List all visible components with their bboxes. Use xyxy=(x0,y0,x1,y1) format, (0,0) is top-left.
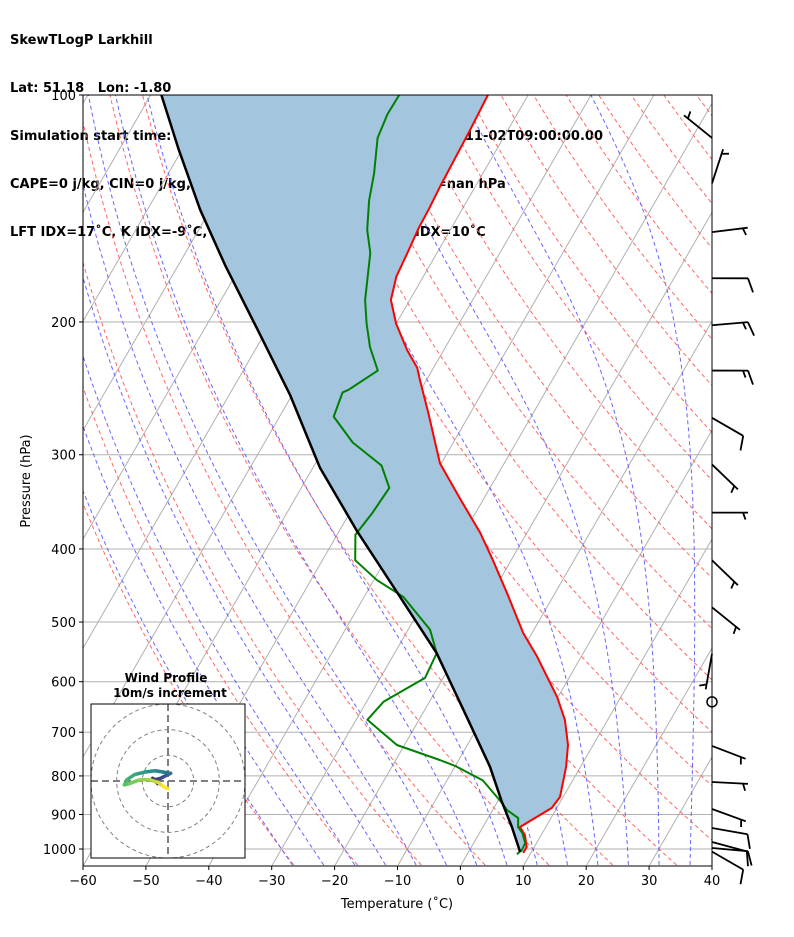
x-tick-label: −10 xyxy=(384,874,411,889)
y-tick-label: 200 xyxy=(51,316,76,331)
wind-barb xyxy=(711,847,753,866)
y-tick-label: 400 xyxy=(51,543,76,558)
parcel-profile-line xyxy=(160,95,522,853)
y-tick-label: 300 xyxy=(51,449,76,464)
wind-barbs xyxy=(683,111,755,885)
moist-adiabat-line xyxy=(83,275,386,866)
dry-adiabat-line xyxy=(83,119,486,866)
x-tick-label: 20 xyxy=(578,874,595,889)
wind-barb xyxy=(711,781,749,792)
isotherm-line xyxy=(713,95,794,865)
isotherm-line xyxy=(83,95,215,323)
wind-barb xyxy=(711,850,745,885)
moist-adiabat-line xyxy=(83,354,356,866)
isotherm-line xyxy=(83,95,89,105)
dry-adiabat-line xyxy=(630,95,712,205)
hodograph-segment xyxy=(132,770,147,777)
x-tick-label: 30 xyxy=(641,874,658,889)
axis-ticks: −60 −50 −40 −30 −20 −10 0 10 20 30 40 100 200 300 400 5… xyxy=(43,89,720,889)
hodograph-segment xyxy=(161,784,170,791)
hodograph-title: Wind Profile xyxy=(125,671,208,685)
dry-adiabat-line xyxy=(272,95,712,733)
moist-adiabat-line xyxy=(87,95,447,866)
y-tick-label: 900 xyxy=(51,808,76,823)
cin-shaded-area xyxy=(161,95,568,853)
y-tick-label: 800 xyxy=(51,770,76,785)
x-tick-label: 10 xyxy=(515,874,532,889)
shaded-region xyxy=(161,95,568,853)
calm-wind-marker xyxy=(706,696,718,708)
moist-adiabat-line xyxy=(146,95,508,866)
dry-adiabat-line xyxy=(142,95,614,866)
wind-barb xyxy=(711,226,748,236)
hodograph-subtitle: 10m/s increment xyxy=(113,686,227,700)
wind-barb xyxy=(711,463,739,494)
isotherm-line xyxy=(271,102,712,866)
wind-barb xyxy=(711,277,754,293)
wind-barb xyxy=(711,606,741,635)
wind-barb xyxy=(711,808,747,827)
dry-adiabat-line xyxy=(598,95,712,249)
temperature-line xyxy=(389,95,569,854)
hodograph-frame xyxy=(90,703,246,859)
dry-adiabat-line xyxy=(337,95,712,630)
wind-barb xyxy=(711,148,730,184)
isotherm-line xyxy=(586,647,712,866)
dry-adiabat-line xyxy=(83,260,422,866)
x-tick-label: 40 xyxy=(704,874,721,889)
x-tick-label: 0 xyxy=(456,874,464,889)
wind-barb xyxy=(711,559,739,589)
dry-adiabat-line xyxy=(109,95,550,866)
wind-barb xyxy=(711,511,749,520)
title-line: SkewTLogP Larkhill xyxy=(10,33,153,48)
x-tick-label: −60 xyxy=(69,874,96,889)
moist-adiabat-line xyxy=(362,95,629,866)
dry-adiabat-line xyxy=(467,95,712,434)
wind-barb xyxy=(699,653,713,690)
wind-barb xyxy=(711,745,746,765)
wind-barb xyxy=(683,111,713,139)
dry-adiabat-line xyxy=(239,95,712,787)
moist-adiabat-line xyxy=(460,95,660,866)
isotherm-line xyxy=(334,211,712,866)
dry-adiabat-line xyxy=(533,95,712,340)
dry-adiabat-line xyxy=(696,95,712,117)
wind-barb xyxy=(711,369,754,385)
y-tick-label: 600 xyxy=(51,676,76,691)
dry-adiabat-line xyxy=(83,385,358,866)
wind-barb xyxy=(711,827,751,850)
isotherm-line xyxy=(397,320,712,866)
isotherm-line xyxy=(523,538,712,866)
y-tick-label: 700 xyxy=(51,726,76,741)
wind-barb xyxy=(711,417,745,451)
x-tick-label: −40 xyxy=(195,874,222,889)
dry-adiabat-line xyxy=(565,95,712,295)
hodograph-segment xyxy=(127,777,142,786)
profile-lines xyxy=(160,95,569,855)
y-axis-label: Pressure (hPa) xyxy=(19,434,34,527)
dry-adiabat-line xyxy=(304,95,712,681)
moist-adiabat-line xyxy=(83,182,417,866)
location-line: Lat: 51.18 Lon: -1.80 xyxy=(10,81,172,96)
moist-adiabat-line xyxy=(590,95,696,866)
moist-adiabat-line xyxy=(83,489,293,866)
moist-adiabat-line xyxy=(721,95,747,865)
dry-adiabat-line xyxy=(83,502,295,866)
dry-adiabat-line xyxy=(370,95,712,579)
moist-adiabat-line xyxy=(115,95,478,866)
isotherm-line xyxy=(83,95,277,432)
dry-adiabat-line xyxy=(402,95,712,530)
y-tick-label: 1000 xyxy=(43,843,76,858)
wind-barb xyxy=(711,321,755,336)
y-tick-label: 100 xyxy=(51,89,76,104)
x-axis-label: Temperature (˚C) xyxy=(340,896,453,912)
x-tick-label: −30 xyxy=(258,874,285,889)
x-tick-label: −20 xyxy=(321,874,348,889)
x-tick-label: −50 xyxy=(132,874,159,889)
y-tick-label: 500 xyxy=(51,616,76,631)
